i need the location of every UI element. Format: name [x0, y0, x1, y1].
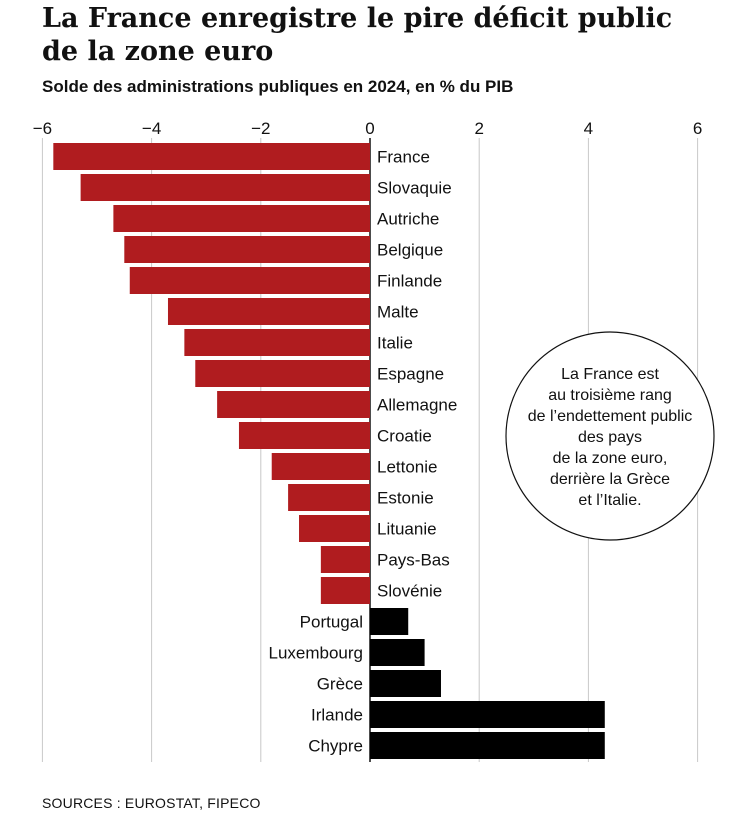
category-label: Luxembourg — [268, 644, 363, 663]
category-label: Espagne — [377, 365, 444, 384]
category-label: Chypre — [308, 737, 363, 756]
category-label: France — [377, 148, 430, 167]
bar — [320, 546, 370, 573]
annotation-line: de la zone euro, — [553, 450, 668, 467]
category-label: Lituanie — [377, 520, 437, 539]
bar — [370, 608, 409, 635]
category-label: Estonie — [377, 489, 434, 508]
source-note: SOURCES : EUROSTAT, FIPECO — [42, 795, 261, 811]
category-label: Belgique — [377, 241, 443, 260]
bar — [271, 453, 370, 480]
bar — [195, 360, 370, 387]
bar — [299, 515, 370, 542]
bars — [53, 143, 605, 759]
bar — [320, 577, 370, 604]
category-label: Finlande — [377, 272, 442, 291]
x-tick-label: 2 — [474, 119, 483, 138]
bar — [370, 732, 605, 759]
category-label: Lettonie — [377, 458, 438, 477]
bar — [124, 236, 370, 263]
annotation-line: La France est — [561, 366, 659, 383]
category-label: Croatie — [377, 427, 432, 446]
bar — [113, 205, 370, 232]
category-label: Grèce — [317, 675, 363, 694]
x-tick-label: 4 — [584, 119, 593, 138]
category-label: Pays-Bas — [377, 551, 450, 570]
bar — [370, 670, 441, 697]
chart-subtitle: Solde des administrations publiques en 2… — [42, 77, 514, 96]
bar — [288, 484, 370, 511]
x-tick-label: −4 — [142, 119, 161, 138]
annotation-line: de l’endettement public — [528, 408, 693, 425]
bar — [184, 329, 370, 356]
bar — [167, 298, 370, 325]
bar — [238, 422, 370, 449]
bar-chart: −6 −4 −2 0 2 4 6 France Slovaquie Autriche Belgiq… — [33, 119, 715, 762]
x-tick-label: −6 — [33, 119, 52, 138]
annotation-circle — [505, 331, 715, 541]
annotation-line: et l’Italie. — [578, 492, 641, 509]
category-label: Autriche — [377, 210, 439, 229]
annotation-callout: La France est au troisième rang de l’endet… — [505, 331, 715, 541]
annotation-line: derrière la Grèce — [550, 471, 670, 488]
category-labels: France Slovaquie Autriche Belgique Finlande M… — [268, 148, 457, 756]
x-tick-label: −2 — [251, 119, 270, 138]
category-label: Irlande — [311, 706, 363, 725]
annotation-line: des pays — [578, 429, 642, 446]
bar — [129, 267, 370, 294]
category-label: Malte — [377, 303, 419, 322]
chart-title: La France enregistre le pire déficit pub… — [42, 3, 673, 67]
category-label: Italie — [377, 334, 413, 353]
bar — [217, 391, 370, 418]
bar — [80, 174, 371, 201]
x-tick-label: 0 — [365, 119, 374, 138]
bar — [53, 143, 370, 170]
bar — [370, 639, 425, 666]
x-tick-labels: −6 −4 −2 0 2 4 6 — [33, 119, 703, 138]
category-label: Portugal — [300, 613, 363, 632]
annotation-line: au troisième rang — [548, 387, 672, 404]
category-label: Slovaquie — [377, 179, 452, 198]
bar — [370, 701, 605, 728]
x-tick-label: 6 — [693, 119, 702, 138]
category-label: Slovénie — [377, 582, 442, 601]
category-label: Allemagne — [377, 396, 457, 415]
